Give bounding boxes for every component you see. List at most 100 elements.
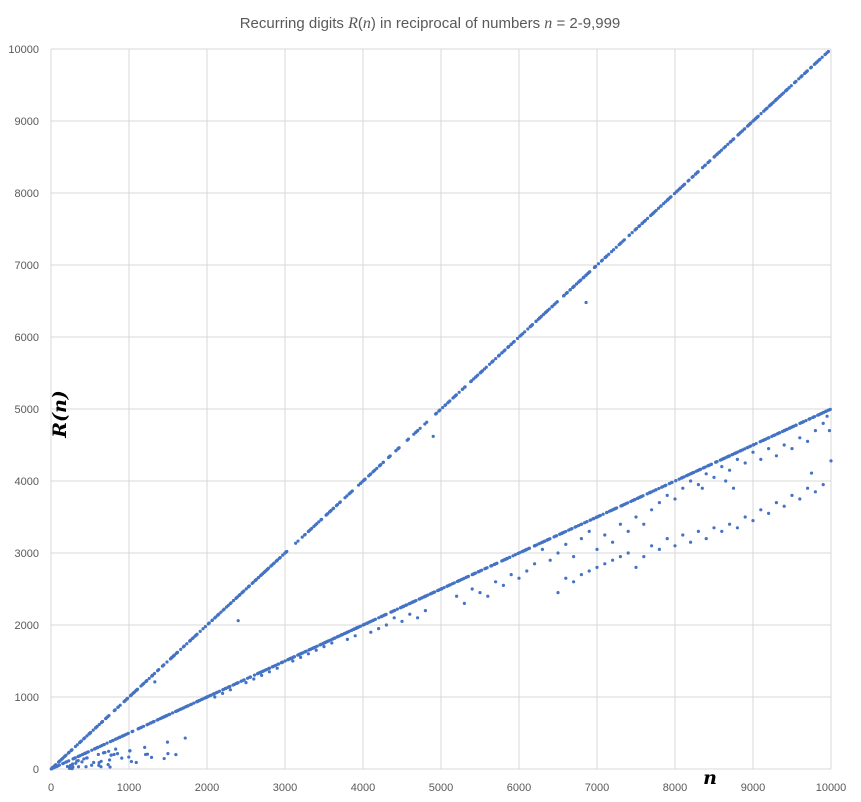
data-point bbox=[754, 441, 758, 446]
data-point bbox=[712, 526, 716, 530]
data-point bbox=[397, 446, 401, 450]
data-point bbox=[109, 753, 113, 757]
data-point bbox=[107, 749, 111, 753]
data-point bbox=[400, 619, 404, 624]
data-point bbox=[612, 248, 616, 252]
data-point bbox=[673, 497, 677, 501]
data-point bbox=[820, 55, 824, 59]
tick-labels: 0 1000 2000 3000 4000 5000 6000 7000 8000 9000 100… bbox=[8, 44, 846, 794]
data-point bbox=[213, 695, 217, 699]
data-point bbox=[457, 390, 461, 394]
data-point bbox=[145, 678, 149, 683]
data-point bbox=[641, 494, 645, 498]
data-point bbox=[565, 290, 569, 295]
data-point bbox=[441, 405, 445, 410]
data-point bbox=[805, 69, 809, 73]
data-point bbox=[687, 178, 691, 182]
data-point bbox=[797, 77, 801, 81]
data-point bbox=[228, 688, 232, 692]
data-point bbox=[794, 423, 798, 427]
data-point bbox=[145, 752, 150, 756]
data-point bbox=[377, 627, 381, 631]
data-point bbox=[618, 555, 623, 559]
data-point bbox=[523, 330, 527, 334]
data-point bbox=[813, 414, 817, 419]
data-point bbox=[248, 675, 253, 679]
data-point bbox=[828, 407, 832, 411]
data-point bbox=[384, 612, 388, 616]
data-point bbox=[809, 65, 814, 69]
data-point bbox=[369, 630, 373, 634]
x-tick-label: 0 bbox=[48, 782, 54, 794]
data-point bbox=[143, 745, 147, 750]
data-point bbox=[808, 417, 812, 421]
data-point bbox=[97, 722, 101, 727]
data-point bbox=[126, 731, 130, 735]
data-point bbox=[379, 462, 383, 467]
data-points bbox=[49, 49, 833, 771]
data-point bbox=[373, 617, 377, 621]
chart-title-part: = 2-9,999 bbox=[552, 15, 620, 32]
data-point bbox=[480, 568, 484, 572]
data-point bbox=[128, 749, 132, 753]
chart-title-part: ( bbox=[358, 15, 363, 32]
data-point bbox=[267, 666, 272, 670]
data-point bbox=[708, 159, 712, 163]
data-point bbox=[219, 610, 223, 614]
data-point bbox=[626, 501, 630, 505]
data-point bbox=[650, 508, 654, 512]
data-point bbox=[228, 684, 232, 689]
data-point bbox=[423, 609, 427, 613]
data-point bbox=[201, 627, 205, 631]
data-point bbox=[134, 760, 138, 765]
y-tick-label: 0 bbox=[33, 764, 39, 776]
data-point bbox=[222, 607, 226, 611]
chart-title-part: ) in reciprocal of numbers bbox=[371, 15, 544, 32]
y-tick-label: 3000 bbox=[15, 548, 39, 560]
data-point bbox=[789, 84, 793, 88]
data-point bbox=[759, 457, 763, 461]
data-point bbox=[363, 477, 367, 481]
data-point bbox=[790, 447, 794, 451]
data-point bbox=[118, 703, 122, 707]
data-point bbox=[291, 659, 295, 663]
data-point bbox=[548, 537, 552, 541]
data-point bbox=[731, 486, 736, 490]
data-point bbox=[521, 332, 525, 336]
data-point bbox=[304, 649, 308, 653]
data-point bbox=[798, 497, 802, 501]
data-point bbox=[115, 752, 120, 756]
data-point bbox=[278, 555, 282, 560]
data-point bbox=[556, 591, 560, 595]
x-tick-label: 1000 bbox=[117, 782, 141, 794]
data-point bbox=[80, 760, 84, 764]
data-point bbox=[821, 421, 825, 425]
data-point bbox=[743, 127, 747, 131]
chart-title: Recurring digits R(n) in reciprocal of n… bbox=[240, 15, 621, 32]
y-axis-label: R(n) bbox=[49, 390, 71, 439]
x-tick-label: 10000 bbox=[816, 782, 847, 794]
data-point bbox=[778, 431, 782, 435]
data-point bbox=[665, 493, 669, 497]
data-point bbox=[90, 748, 94, 752]
data-point bbox=[809, 471, 814, 475]
data-point bbox=[588, 270, 592, 274]
data-point bbox=[756, 114, 760, 118]
data-point bbox=[448, 399, 452, 403]
data-point bbox=[603, 562, 607, 566]
data-point bbox=[642, 555, 646, 559]
data-point bbox=[829, 459, 833, 463]
data-point bbox=[634, 565, 638, 570]
data-point bbox=[91, 728, 95, 732]
data-point bbox=[157, 668, 161, 672]
data-point bbox=[548, 558, 552, 562]
data-point bbox=[126, 696, 130, 700]
chart-title-part: Recurring digits bbox=[240, 15, 348, 32]
data-point bbox=[232, 598, 236, 603]
data-point bbox=[821, 483, 825, 487]
data-point bbox=[174, 753, 178, 757]
data-point bbox=[767, 436, 771, 440]
data-point bbox=[79, 739, 83, 743]
data-point bbox=[682, 182, 687, 186]
